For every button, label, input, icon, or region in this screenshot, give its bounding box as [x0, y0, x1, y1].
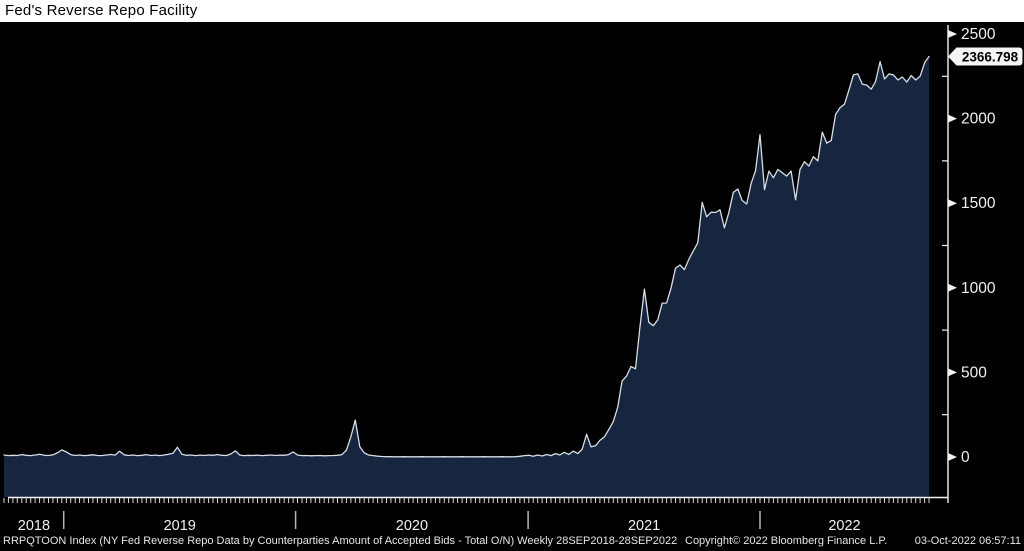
x-year-label: 2020: [396, 518, 428, 534]
status-bar: RRPQTOON Index (NY Fed Reverse Repo Data…: [0, 532, 1024, 550]
y-tick-label: 500: [961, 364, 987, 381]
last-value-tag-shape: [948, 47, 1023, 66]
y-major-tick-arrow: [948, 114, 957, 123]
y-major-tick-arrow: [948, 283, 957, 292]
chart-title: Fed's Reverse Repo Facility: [5, 2, 198, 19]
x-axis-year-labels: 2018 2019 2020 2021 2022: [18, 518, 861, 534]
x-axis-week-ticks: [3, 498, 930, 503]
y-tick-label: 0: [961, 449, 970, 466]
timestamp-text: 03-Oct-2022 06:57:11: [914, 535, 1021, 547]
price-line: [3, 55, 930, 458]
chart-canvas[interactable]: 0 500 1000 1500 2000 2500 2018 2019 2020 2021 202…: [0, 22, 1024, 551]
x-year-label: 2022: [828, 518, 860, 534]
last-value-tag: 2366.798: [948, 47, 1023, 66]
y-major-tick-arrow: [948, 368, 957, 377]
ticker-description-text: RRPQTOON Index (NY Fed Reverse Repo Data…: [3, 535, 678, 547]
y-tick-label: 1000: [961, 280, 996, 297]
y-tick-label: 2000: [961, 111, 996, 128]
chart-title-bar: Fed's Reverse Repo Facility: [0, 0, 1024, 22]
x-axis-year-separators: [62, 511, 761, 529]
x-year-label: 2018: [18, 518, 50, 534]
y-tick-label: 1500: [961, 195, 996, 212]
area-fill: [4, 56, 929, 497]
y-major-tick-arrow: [948, 453, 957, 461]
x-year-label: 2019: [164, 518, 196, 534]
y-major-tick-arrow: [948, 199, 957, 208]
chart-region: 0 500 1000 1500 2000 2500 2018 2019 2020 2021 202…: [0, 22, 1024, 551]
x-year-label: 2021: [628, 518, 660, 534]
last-value-label: 2366.798: [962, 49, 1019, 64]
y-axis-labels: 0 500 1000 1500 2000 2500: [961, 26, 996, 466]
y-axis-ticks: [942, 30, 957, 461]
y-tick-label: 2500: [961, 26, 996, 43]
y-major-tick-arrow: [948, 30, 957, 38]
copyright-text: Copyright© 2022 Bloomberg Finance L.P.: [685, 535, 888, 547]
